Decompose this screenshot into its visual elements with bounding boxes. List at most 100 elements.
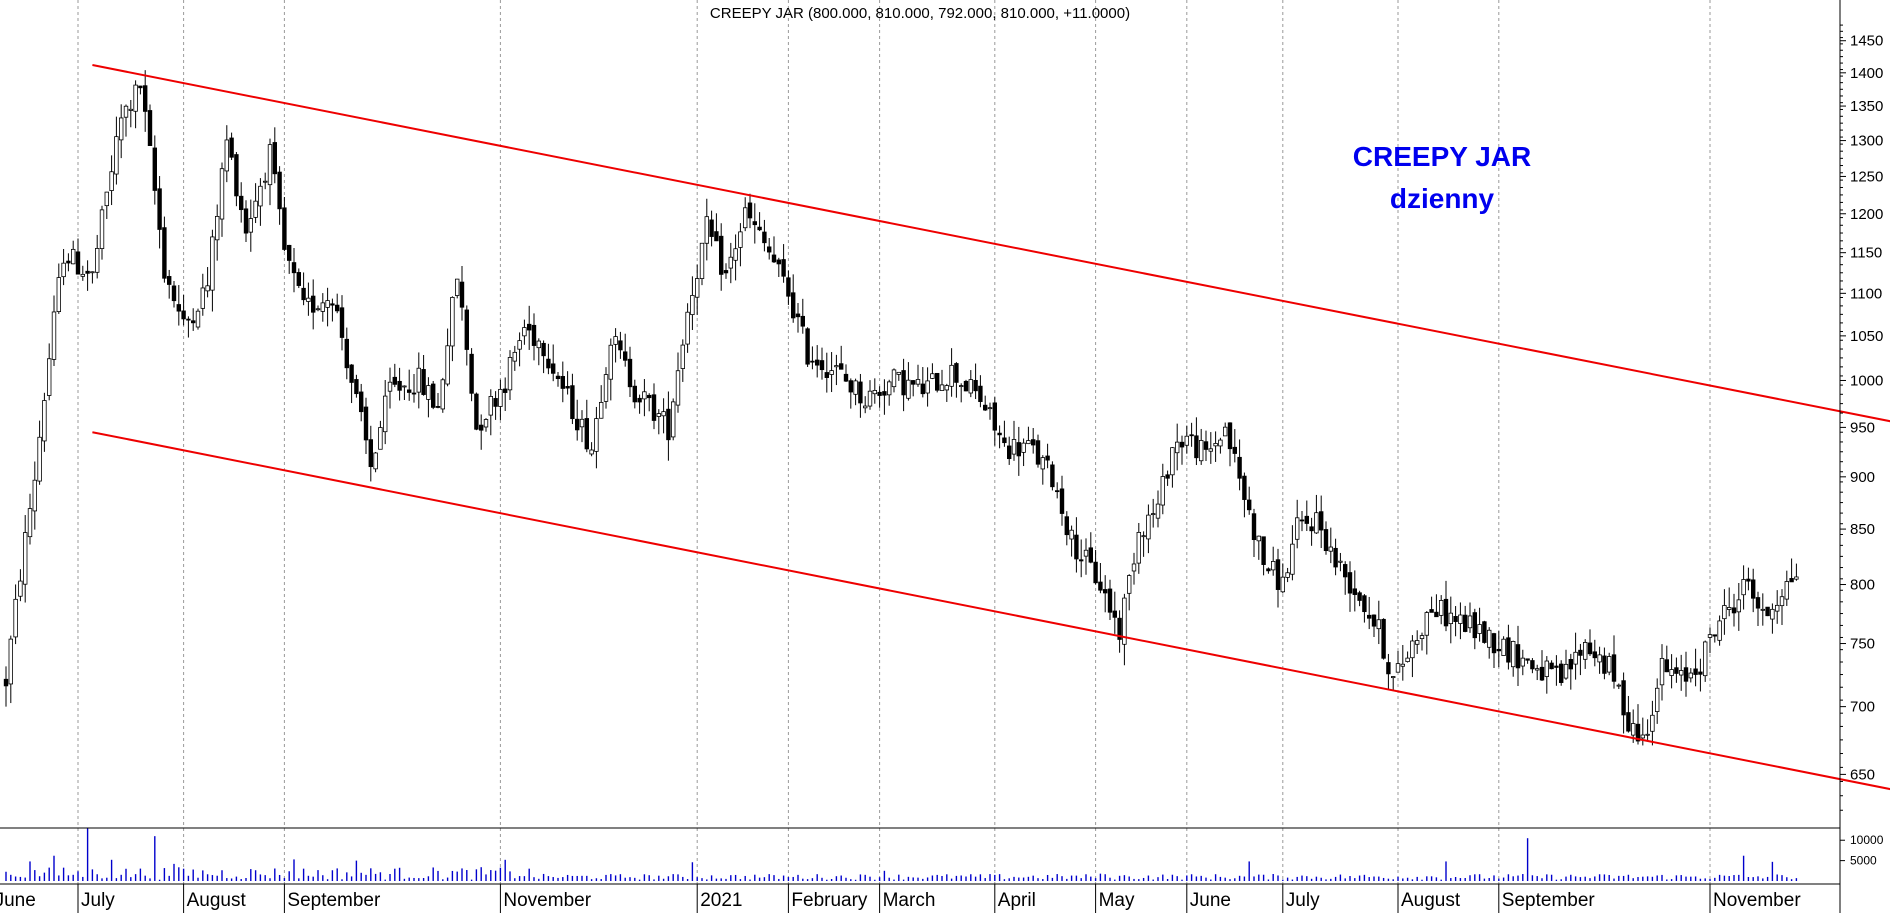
candle: [992, 397, 997, 446]
candle: [973, 363, 978, 400]
candle: [1530, 658, 1535, 674]
candle: [743, 197, 748, 232]
candle: [474, 392, 479, 431]
candle: [935, 372, 940, 393]
candle: [891, 368, 897, 393]
candle: [214, 204, 220, 261]
candle: [1050, 461, 1055, 491]
candle: [627, 346, 633, 397]
candle: [771, 236, 777, 264]
candle: [642, 379, 647, 417]
candle: [810, 346, 815, 370]
chart-annotation-name: CREEPY JAR: [1353, 141, 1531, 172]
candle: [1688, 668, 1693, 683]
candle: [1679, 654, 1684, 691]
candle: [358, 383, 364, 422]
candle: [551, 344, 556, 382]
price-tick-label: 1450: [1850, 33, 1883, 50]
candle: [296, 268, 301, 289]
candle: [459, 265, 465, 321]
candle: [887, 379, 892, 406]
candle: [1069, 525, 1074, 557]
candle: [704, 198, 709, 261]
candle: [723, 263, 729, 279]
candle: [1074, 517, 1079, 573]
candle: [1496, 631, 1501, 668]
candle: [382, 380, 388, 445]
candle: [1266, 567, 1271, 574]
candle: [1352, 570, 1357, 612]
candle: [1746, 567, 1751, 591]
candle: [1434, 594, 1439, 618]
candle: [848, 378, 853, 409]
price-tick-label: 800: [1850, 577, 1875, 594]
time-axis-label: February: [791, 890, 868, 911]
candle: [1525, 658, 1530, 664]
price-tick-label: 1300: [1850, 133, 1883, 150]
candle: [512, 345, 517, 371]
candle: [872, 378, 877, 404]
candle: [555, 371, 561, 387]
candle: [51, 295, 57, 367]
time-axis-label: September: [1502, 890, 1596, 911]
candle: [767, 238, 772, 260]
candle: [1127, 574, 1132, 611]
candle: [1727, 587, 1732, 617]
candle: [1491, 632, 1497, 669]
candle: [1251, 508, 1257, 558]
candle: [906, 362, 911, 401]
candle: [1563, 649, 1569, 680]
candle: [522, 319, 527, 345]
candle: [613, 328, 618, 363]
price-tick-label: 1000: [1850, 372, 1883, 389]
candle: [1424, 611, 1429, 655]
candle: [306, 282, 311, 316]
candle: [843, 364, 849, 382]
candle: [1467, 602, 1473, 633]
chart-annotation-interval: dzienny: [1390, 183, 1495, 214]
candle: [983, 395, 988, 411]
candle: [651, 383, 657, 430]
candle: [608, 338, 613, 401]
candle: [1328, 527, 1333, 564]
candle: [1290, 525, 1295, 581]
candle: [661, 398, 666, 434]
candle: [22, 515, 28, 603]
candle: [75, 238, 81, 275]
candle: [978, 375, 983, 408]
candle: [200, 273, 205, 316]
volume-bars: [5, 828, 1798, 881]
candle: [1722, 589, 1727, 635]
candle: [234, 151, 239, 207]
price-tick-label: 1200: [1850, 206, 1883, 223]
candle: [1703, 640, 1708, 682]
candle: [325, 287, 330, 327]
candle: [666, 391, 671, 461]
candle: [1107, 579, 1113, 621]
candle: [1227, 422, 1233, 467]
candle: [1693, 648, 1698, 687]
candle: [363, 397, 369, 455]
candle: [1736, 582, 1741, 631]
price-tick-label: 850: [1850, 521, 1875, 538]
candle: [781, 244, 786, 283]
candle: [877, 386, 882, 408]
candle: [531, 313, 537, 361]
candle: [301, 272, 306, 306]
candle: [709, 210, 714, 247]
candle: [527, 305, 532, 350]
candle: [282, 196, 287, 252]
candle: [310, 279, 316, 330]
candle: [1208, 432, 1213, 464]
candle: [1309, 517, 1314, 546]
candle: [959, 383, 964, 403]
candle: [680, 339, 685, 382]
candle: [157, 176, 162, 249]
candle: [1223, 422, 1228, 437]
price-tick-label: 750: [1850, 636, 1875, 653]
candle: [1611, 635, 1617, 689]
candle: [267, 138, 273, 206]
candle: [829, 352, 834, 393]
candle: [37, 420, 42, 485]
candle: [488, 389, 493, 436]
